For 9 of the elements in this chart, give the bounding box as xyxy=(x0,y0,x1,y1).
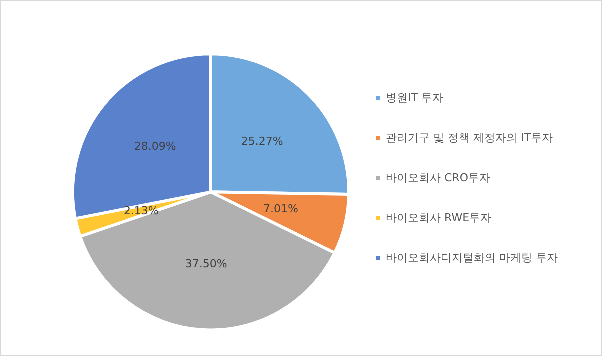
legend-label: 바이오회사 CRO투자 xyxy=(386,172,490,184)
data-label: 37.50% xyxy=(185,258,228,271)
legend-label: 병원IT 투자 xyxy=(386,92,444,104)
data-label: 7.01% xyxy=(264,202,298,216)
data-label: 25.27% xyxy=(241,135,284,148)
legend-label: 바이오회사디지털화의 마케팅 투자 xyxy=(386,252,558,264)
data-label: 28.09% xyxy=(134,140,176,153)
legend-label: 바이오회사 RWE투자 xyxy=(386,212,492,224)
legend-label: 관리기구 및 정책 제정자의 IT투자 xyxy=(386,132,553,144)
